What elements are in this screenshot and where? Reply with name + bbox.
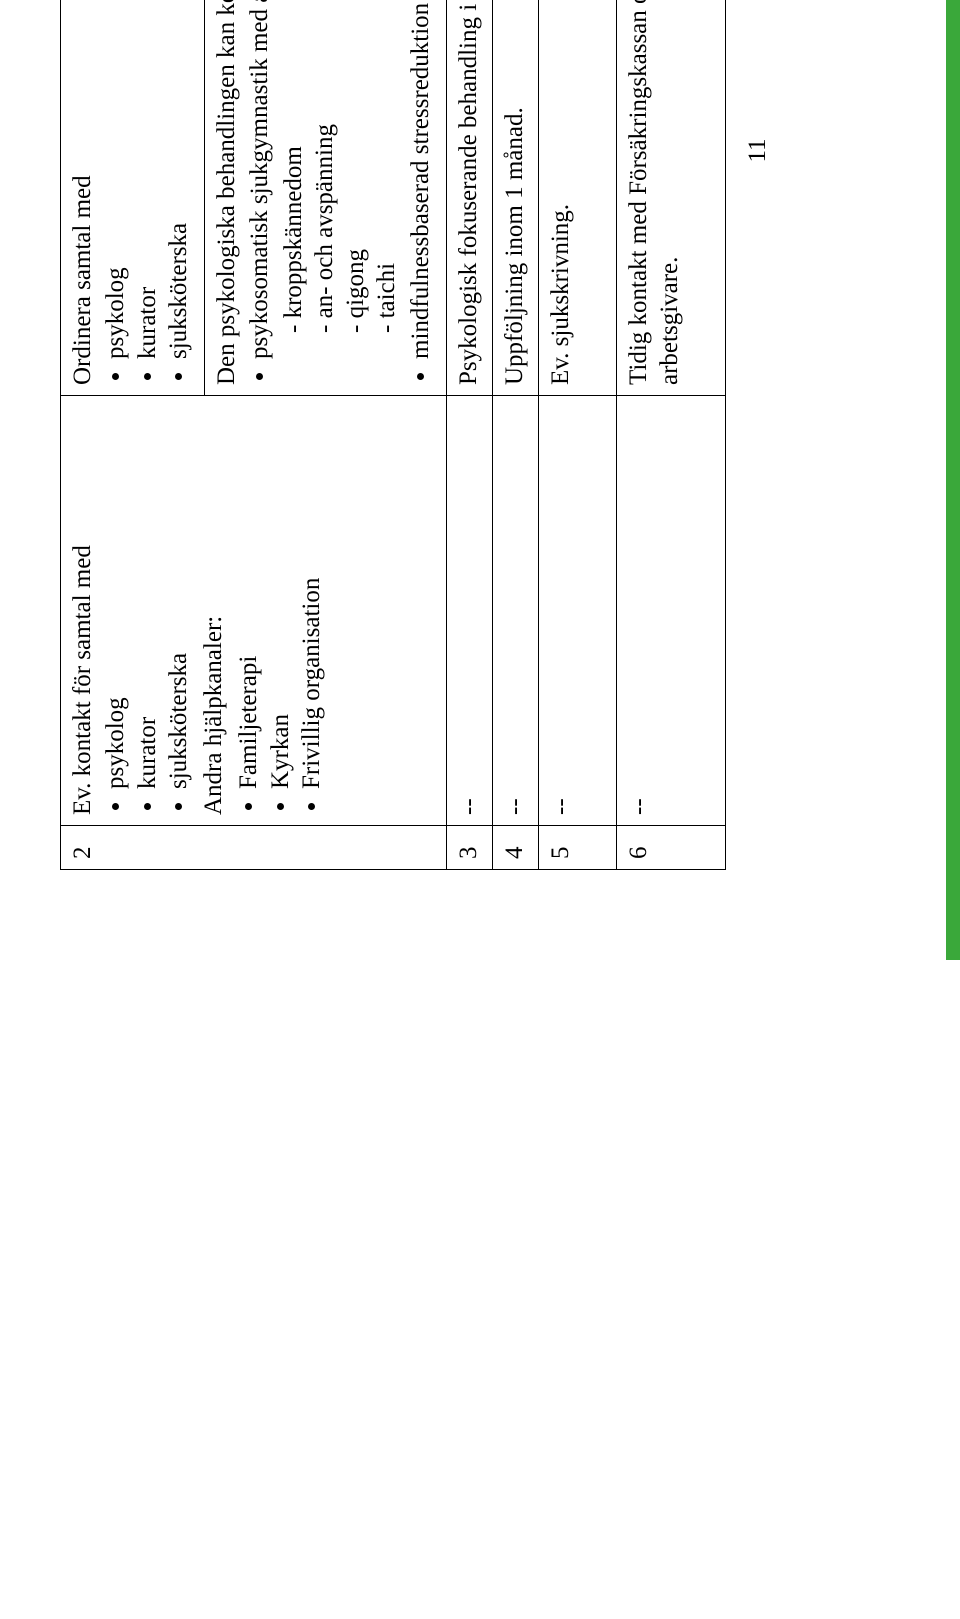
page-rotated-wrap: 2 Ev. kontakt för samtal med psykolog ku… [0, 0, 960, 960]
cell-a: -- [446, 396, 492, 826]
bullet-list: psykolog kurator sjuksköterska [100, 0, 194, 385]
footer-green-bar [946, 0, 960, 960]
page-content: 2 Ev. kontakt för samtal med psykolog ku… [0, 0, 802, 960]
text: Psykologisk fokuserande behandling i gru… [455, 0, 482, 385]
cell-a: -- [493, 396, 539, 826]
list-item: psykosomatisk sjukgymnastik med antingen… [244, 0, 402, 359]
list-item: kurator [132, 406, 163, 789]
row-number: 4 [493, 826, 539, 870]
list-item: mindfulnessbaserad stressreduktion (t.ex… [405, 0, 436, 359]
row-number: 5 [539, 826, 617, 870]
cell-b: Ev. sjukskrivning. [539, 0, 617, 396]
cell-a: -- [616, 396, 725, 826]
cell-b: Ordinera samtal med psykolog kurator sju… [61, 0, 205, 396]
text: Ordinera samtal med [67, 0, 98, 385]
table-row: 3 -- Psykologisk fokuserande behandling … [446, 0, 492, 870]
cell-b: Tidig kontakt med Försäkringskassan och … [616, 0, 725, 396]
bullet-list: Familjeterapi Kyrkan Frivillig organisat… [233, 406, 327, 815]
list-item: Familjeterapi [233, 406, 264, 789]
row-number: 2 [61, 826, 447, 870]
row-number: 6 [616, 826, 725, 870]
list-item: kroppskännedom [278, 0, 309, 333]
table-row: 2 Ev. kontakt för samtal med psykolog ku… [61, 0, 205, 870]
cell-a: -- [539, 396, 617, 826]
list-item: sjuksköterska [163, 406, 194, 789]
list-item: psykolog [100, 406, 131, 789]
list-item: taichi [371, 0, 402, 333]
list-item: sjuksköterska [163, 0, 194, 359]
text: Andra hjälpkanaler: [198, 406, 229, 815]
cell-bc-combined: Psykologisk fokuserande behandling i gru… [446, 0, 492, 396]
list-item: kurator [132, 0, 163, 359]
cell-b: Uppföljning inom 1 månad. [493, 0, 539, 396]
text: Den psykologiska behandlingen kan kombin… [211, 0, 242, 385]
dash-list: kroppskännedom an- och avspänning qigong… [278, 0, 403, 359]
bullet-list: psykolog kurator sjuksköterska [100, 406, 194, 815]
bullet-list: psykosomatisk sjukgymnastik med antingen… [244, 0, 436, 385]
cell-a: Ev. kontakt för samtal med psykolog kura… [61, 396, 447, 826]
table-row: 5 -- Ev. sjukskrivning. Sjukskrivning 2–… [539, 0, 617, 870]
list-item: Frivillig organisation [296, 406, 327, 789]
text: Ev. kontakt för samtal med [67, 406, 98, 815]
row-number: 3 [446, 826, 492, 870]
list-item: an- och avspänning [309, 0, 340, 333]
table-row: 4 -- Uppföljning inom 1 månad. Uppföljni… [493, 0, 539, 870]
text: psykosomatisk sjukgymnastik med antingen [246, 0, 273, 359]
cell-bc-combined: Den psykologiska behandlingen kan kombin… [205, 0, 447, 396]
list-item: Kyrkan [265, 406, 296, 789]
page-number: 11 [744, 0, 772, 870]
list-item: psykolog [100, 0, 131, 359]
table-row: 6 -- Tidig kontakt med Försäkringskassan… [616, 0, 725, 870]
treatment-table: 2 Ev. kontakt för samtal med psykolog ku… [60, 0, 726, 870]
list-item: qigong [340, 0, 371, 333]
